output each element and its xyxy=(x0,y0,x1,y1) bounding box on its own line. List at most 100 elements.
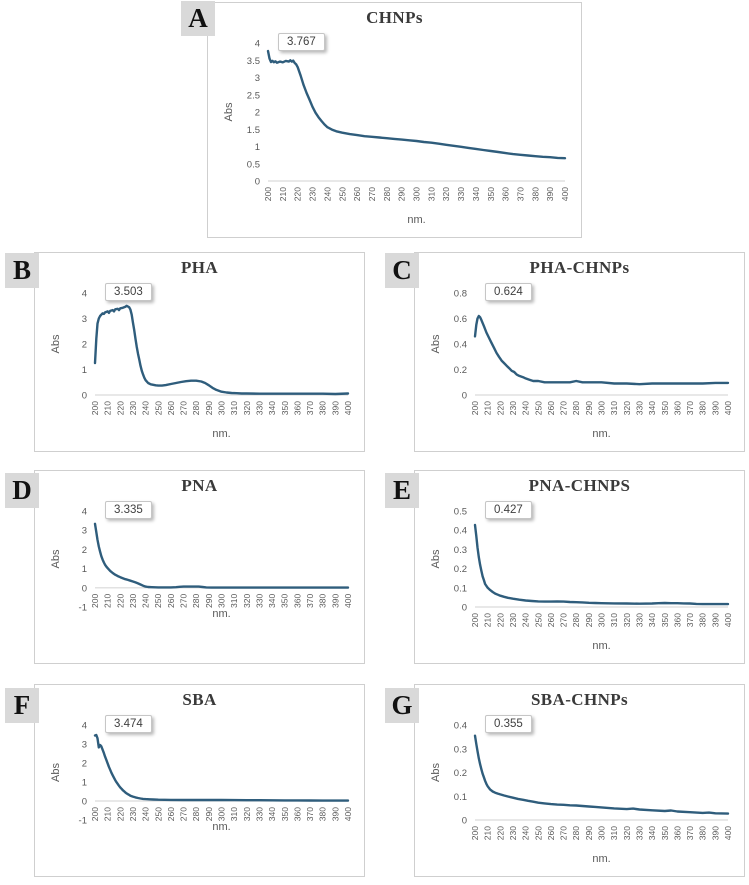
svg-text:290: 290 xyxy=(584,826,594,840)
panel-letter-label: E xyxy=(385,473,419,508)
svg-text:330: 330 xyxy=(634,613,644,627)
svg-text:230: 230 xyxy=(508,613,518,627)
svg-text:320: 320 xyxy=(622,401,632,415)
panel-pna-chnps: PNA-CHNPS 0.427 0 0.1 0.2 0.3 0.4 0.5 200 210 22… xyxy=(414,470,745,664)
svg-text:330: 330 xyxy=(254,401,264,415)
svg-text:210: 210 xyxy=(483,826,493,840)
svg-text:260: 260 xyxy=(166,594,176,608)
svg-text:400: 400 xyxy=(343,807,353,821)
svg-text:2: 2 xyxy=(82,340,87,351)
svg-text:260: 260 xyxy=(166,807,176,821)
svg-text:270: 270 xyxy=(559,401,569,415)
svg-text:330: 330 xyxy=(254,807,264,821)
svg-text:240: 240 xyxy=(521,613,531,627)
svg-text:290: 290 xyxy=(204,594,214,608)
svg-text:310: 310 xyxy=(609,613,619,627)
svg-text:4: 4 xyxy=(82,507,87,518)
svg-text:340: 340 xyxy=(267,401,277,415)
svg-text:2: 2 xyxy=(82,545,87,556)
svg-text:350: 350 xyxy=(486,187,496,201)
chart-title: PNA-CHNPS xyxy=(528,476,631,495)
svg-text:380: 380 xyxy=(698,401,708,415)
svg-text:240: 240 xyxy=(141,401,151,415)
svg-text:230: 230 xyxy=(308,187,318,201)
svg-text:390: 390 xyxy=(330,401,340,415)
svg-text:390: 390 xyxy=(330,807,340,821)
svg-text:370: 370 xyxy=(685,401,695,415)
svg-text:360: 360 xyxy=(292,401,302,415)
svg-text:200: 200 xyxy=(90,594,100,608)
svg-text:370: 370 xyxy=(685,826,695,840)
svg-text:290: 290 xyxy=(584,401,594,415)
svg-text:340: 340 xyxy=(267,594,277,608)
peak-value-callout: 3.474 xyxy=(105,715,152,733)
svg-text:370: 370 xyxy=(305,807,315,821)
svg-text:400: 400 xyxy=(343,401,353,415)
svg-text:1.5: 1.5 xyxy=(247,125,260,136)
svg-text:220: 220 xyxy=(495,613,505,627)
svg-text:0: 0 xyxy=(462,816,467,827)
svg-text:0.2: 0.2 xyxy=(454,564,467,575)
svg-text:0.5: 0.5 xyxy=(247,159,260,170)
svg-text:340: 340 xyxy=(647,613,657,627)
svg-text:0: 0 xyxy=(462,391,467,402)
svg-text:360: 360 xyxy=(672,401,682,415)
svg-text:280: 280 xyxy=(571,613,581,627)
svg-text:260: 260 xyxy=(352,187,362,201)
panel-letter-label: B xyxy=(5,253,39,288)
svg-text:0.1: 0.1 xyxy=(454,583,467,594)
svg-text:Abs: Abs xyxy=(430,549,442,568)
svg-text:330: 330 xyxy=(456,187,466,201)
svg-text:300: 300 xyxy=(597,401,607,415)
svg-text:350: 350 xyxy=(660,613,670,627)
svg-text:320: 320 xyxy=(622,826,632,840)
svg-text:280: 280 xyxy=(191,401,201,415)
svg-text:3: 3 xyxy=(82,740,87,751)
svg-text:0: 0 xyxy=(462,603,467,614)
svg-text:370: 370 xyxy=(305,594,315,608)
svg-text:nm.: nm. xyxy=(592,428,610,440)
svg-text:0.3: 0.3 xyxy=(454,744,467,755)
svg-text:200: 200 xyxy=(470,613,480,627)
svg-text:230: 230 xyxy=(128,807,138,821)
svg-text:220: 220 xyxy=(495,401,505,415)
svg-text:350: 350 xyxy=(280,401,290,415)
svg-text:210: 210 xyxy=(103,594,113,608)
svg-text:400: 400 xyxy=(560,187,570,201)
svg-text:400: 400 xyxy=(723,826,733,840)
svg-text:350: 350 xyxy=(280,594,290,608)
svg-text:210: 210 xyxy=(103,807,113,821)
svg-text:300: 300 xyxy=(412,187,422,201)
chart-svg-sba: -1 0 1 2 3 4 200 210 220 230 240 250 260 270 280 290 300… xyxy=(50,721,353,834)
svg-text:250: 250 xyxy=(153,807,163,821)
svg-text:320: 320 xyxy=(441,187,451,201)
svg-text:-1: -1 xyxy=(79,603,87,614)
svg-text:0.5: 0.5 xyxy=(454,507,467,518)
chart-svg-pna: -1 0 1 2 3 4 200 210 220 230 240 250 260 270 280 290 300… xyxy=(50,507,353,621)
svg-text:340: 340 xyxy=(471,187,481,201)
svg-text:360: 360 xyxy=(501,187,511,201)
svg-text:390: 390 xyxy=(710,613,720,627)
svg-text:280: 280 xyxy=(571,826,581,840)
svg-text:360: 360 xyxy=(292,807,302,821)
svg-text:200: 200 xyxy=(90,401,100,415)
chart-svg-pha: 0 1 2 3 4 200 210 220 230 240 250 260 270 280 290 300 31… xyxy=(50,289,353,441)
panel-sba: SBA 3.474 -1 0 1 2 3 4 200 210 220 230 240 250 260 27… xyxy=(34,684,365,877)
svg-text:220: 220 xyxy=(115,401,125,415)
svg-text:250: 250 xyxy=(153,401,163,415)
svg-text:240: 240 xyxy=(322,187,332,201)
svg-text:250: 250 xyxy=(337,187,347,201)
svg-text:270: 270 xyxy=(367,187,377,201)
peak-value-callout: 3.335 xyxy=(105,501,152,519)
svg-text:320: 320 xyxy=(242,594,252,608)
svg-text:200: 200 xyxy=(263,187,273,201)
svg-text:nm.: nm. xyxy=(212,821,230,833)
svg-text:2: 2 xyxy=(82,759,87,770)
svg-text:220: 220 xyxy=(115,594,125,608)
svg-text:210: 210 xyxy=(483,401,493,415)
svg-text:230: 230 xyxy=(508,401,518,415)
svg-text:270: 270 xyxy=(179,401,189,415)
svg-text:240: 240 xyxy=(521,401,531,415)
svg-text:1: 1 xyxy=(255,142,260,153)
